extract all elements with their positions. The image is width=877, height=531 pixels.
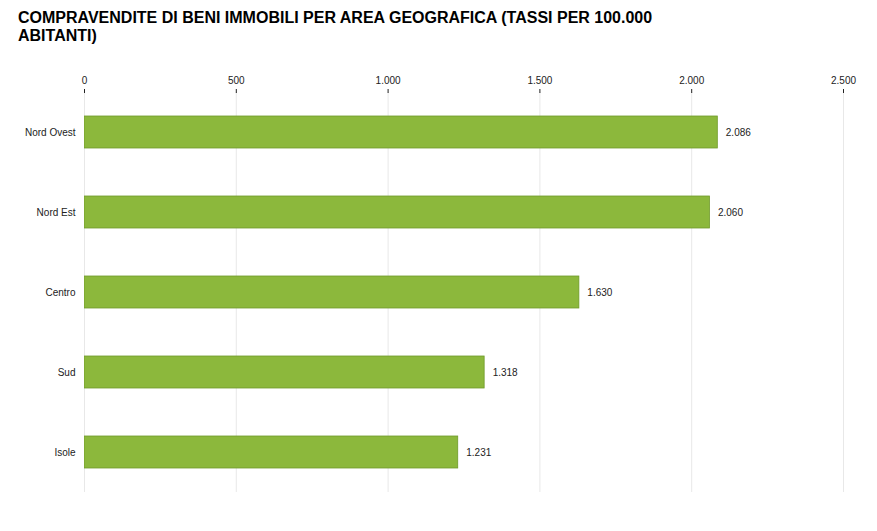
svg-text:Nord Est: Nord Est xyxy=(37,207,76,218)
svg-text:Sud: Sud xyxy=(58,367,76,378)
svg-text:1.630: 1.630 xyxy=(587,287,612,298)
svg-text:Centro: Centro xyxy=(45,287,75,298)
html-text:COMPRAVENDITE DI BENI IMMOBILI: COMPRAVENDITE DI BENI IMMOBILI PER AREA … xyxy=(18,9,653,44)
svg-text:1.231: 1.231 xyxy=(466,447,491,458)
svg-text:500: 500 xyxy=(228,75,245,86)
svg-text:0: 0 xyxy=(82,75,88,86)
svg-text:2.000: 2.000 xyxy=(679,75,704,86)
svg-text:2.086: 2.086 xyxy=(726,127,751,138)
svg-text:2.060: 2.060 xyxy=(718,207,743,218)
svg-text:1.000: 1.000 xyxy=(376,75,401,86)
svg-text:2.500: 2.500 xyxy=(831,75,856,86)
svg-text:Nord Ovest: Nord Ovest xyxy=(25,127,76,138)
svg-text:1.318: 1.318 xyxy=(493,367,518,378)
svg-text:1.500: 1.500 xyxy=(527,75,552,86)
svg-text:Isole: Isole xyxy=(54,447,76,458)
